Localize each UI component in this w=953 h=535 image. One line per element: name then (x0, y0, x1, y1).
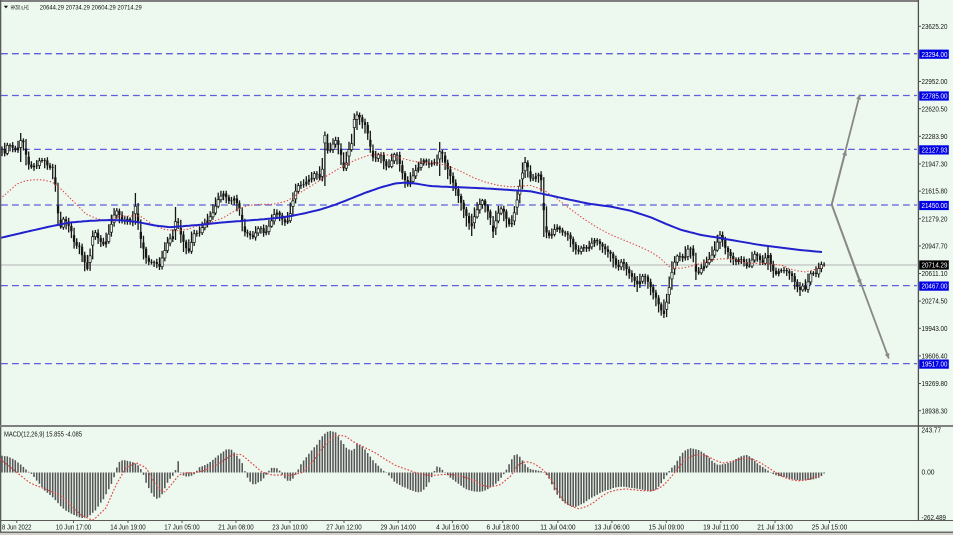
svg-text:11 Jul 04:00: 11 Jul 04:00 (540, 522, 575, 531)
svg-text:21947.30: 21947.30 (922, 160, 948, 169)
svg-text:19517.00: 19517.00 (922, 360, 948, 369)
svg-text:19606.40: 19606.40 (922, 352, 948, 361)
svg-text:22785.00: 22785.00 (922, 92, 948, 101)
svg-text:13 Jul 06:00: 13 Jul 06:00 (594, 522, 629, 531)
svg-text:29 Jun 14:00: 29 Jun 14:00 (381, 522, 416, 531)
svg-text:20947.70: 20947.70 (922, 242, 948, 251)
svg-text:21 Jun 08:00: 21 Jun 08:00 (218, 522, 253, 531)
svg-text:22283.90: 22283.90 (922, 132, 948, 141)
svg-text:19269.80: 19269.80 (922, 379, 948, 388)
svg-text:22620.50: 22620.50 (922, 104, 948, 113)
svg-text:27 Jun 12:00: 27 Jun 12:00 (326, 522, 361, 531)
svg-text:23625.20: 23625.20 (922, 22, 948, 31)
svg-text:8 Jun 2022: 8 Jun 2022 (2, 522, 31, 531)
svg-text:20467.00: 20467.00 (922, 282, 948, 291)
svg-text:10 Jun 17:00: 10 Jun 17:00 (56, 522, 91, 531)
svg-text:23294.00: 23294.00 (922, 50, 948, 59)
svg-text:19 Jul 11:00: 19 Jul 11:00 (703, 522, 738, 531)
svg-text:4 Jul 16:00: 4 Jul 16:00 (436, 522, 469, 531)
svg-text:23 Jun 10:00: 23 Jun 10:00 (272, 522, 307, 531)
svg-text:HK50.s,H1: HK50.s,H1 (11, 4, 30, 11)
svg-text:243.77: 243.77 (922, 426, 942, 435)
svg-text:21 Jul 13:00: 21 Jul 13:00 (757, 522, 792, 531)
svg-text:6 Jul 18:00: 6 Jul 18:00 (487, 522, 520, 531)
svg-text:MACD(12,26,9) 15.855 -4.085: MACD(12,26,9) 15.855 -4.085 (4, 430, 82, 439)
svg-text:0.00: 0.00 (922, 468, 935, 477)
svg-text:21279.20: 21279.20 (922, 214, 948, 223)
svg-text:21615.80: 21615.80 (922, 187, 948, 196)
svg-text:18938.30: 18938.30 (922, 406, 948, 415)
svg-text:15 Jul 09:00: 15 Jul 09:00 (649, 522, 684, 531)
svg-text:19943.00: 19943.00 (922, 324, 948, 333)
svg-text:22127.93: 22127.93 (922, 146, 948, 155)
svg-text:25 Jul 15:00: 25 Jul 15:00 (812, 522, 847, 531)
svg-text:20611.10: 20611.10 (922, 269, 948, 278)
svg-text:14 Jun 19:00: 14 Jun 19:00 (110, 522, 145, 531)
svg-text:20714.29: 20714.29 (922, 261, 948, 270)
svg-text:-262.489: -262.489 (922, 513, 947, 522)
svg-text:21450.00: 21450.00 (922, 201, 948, 210)
svg-text:20274.50: 20274.50 (922, 297, 948, 306)
svg-text:17 Jun 05:00: 17 Jun 05:00 (164, 522, 199, 531)
svg-text:22952.00: 22952.00 (922, 77, 948, 86)
svg-text:20644.29 20734.29 20604.29 207: 20644.29 20734.29 20604.29 20714.29 (40, 4, 142, 11)
